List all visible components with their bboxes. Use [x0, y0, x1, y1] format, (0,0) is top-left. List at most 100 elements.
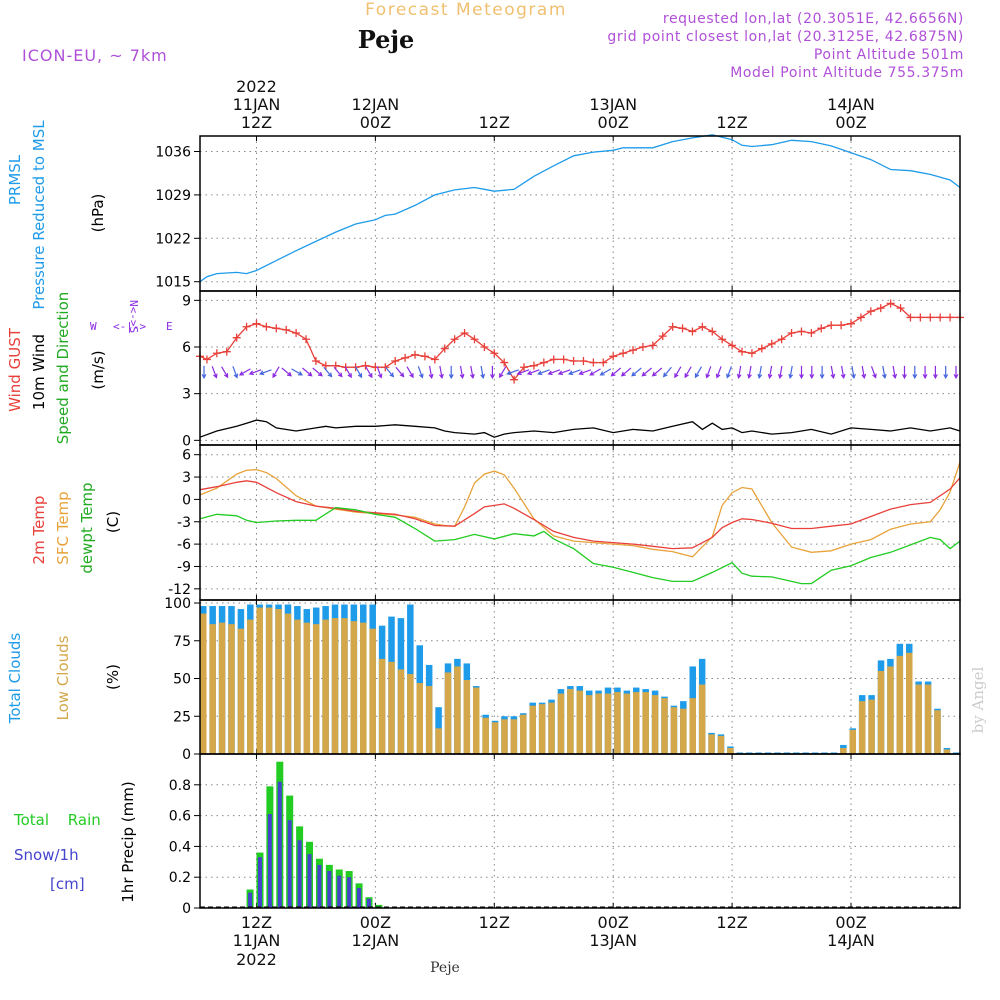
snow-bar	[327, 871, 332, 908]
y-tick-label: 0.4	[169, 839, 191, 855]
wind-direction-arrow	[376, 366, 383, 379]
low-cloud-bar	[200, 613, 207, 754]
bottom-hour-label: 00Z	[598, 913, 629, 932]
low-cloud-bar	[312, 624, 320, 754]
top-year-label: 2022	[236, 77, 277, 96]
wind-direction-arrow	[211, 366, 218, 379]
low-cloud-bar	[407, 673, 414, 754]
low-cloud-bar	[633, 692, 640, 754]
place-title: Peje	[358, 25, 415, 54]
low-cloud-bar	[661, 698, 668, 754]
y-tick-label: 6	[182, 340, 191, 356]
gust-marker	[242, 322, 251, 331]
y-tick-label: 0	[182, 492, 191, 508]
wind-direction-arrow	[953, 365, 959, 380]
wind-direction-arrow	[610, 367, 622, 377]
low-cloud-bar	[209, 624, 216, 754]
model-altitude: Model Point Altitude 755.375m	[730, 65, 964, 81]
gust-marker	[282, 325, 291, 334]
total-cloud-bar	[793, 752, 800, 754]
wind-direction-arrow	[578, 369, 592, 376]
y-tick-label: 0	[182, 747, 191, 763]
wind-direction-arrow	[757, 365, 763, 380]
gust-marker	[856, 313, 865, 322]
wind-direction-arrow	[799, 365, 804, 380]
y-tick-label: 75	[173, 634, 191, 650]
panel-frame-4	[199, 753, 961, 909]
low-cloud-bar	[717, 735, 725, 754]
low-cloud-bar	[915, 684, 922, 754]
gust-marker	[331, 361, 340, 370]
bottom-hour-label: 00Z	[835, 913, 866, 932]
gust-marker	[321, 361, 330, 370]
gust-marker	[728, 341, 737, 350]
low-cloud-bar	[360, 622, 367, 754]
wind-direction-arrow	[489, 365, 495, 380]
gust-marker	[450, 335, 459, 344]
y-tick-label: 3	[182, 387, 191, 403]
wind-direction-arrow	[395, 366, 405, 378]
y-tick-label: -3	[177, 515, 191, 531]
wind-direction-arrow	[344, 366, 352, 379]
wind-direction-arrow	[747, 365, 752, 380]
cloud-unit-label: (%)	[104, 664, 122, 690]
gust-marker	[807, 329, 816, 337]
y-tick-label: 100	[164, 596, 191, 612]
wind-direction-arrow	[788, 365, 794, 380]
bottom-date-label: 14JAN	[827, 931, 875, 950]
low-cloud-bar	[698, 684, 706, 754]
low-cloud-bar	[388, 661, 395, 754]
y-tick-label: 1036	[155, 145, 191, 161]
gust-marker	[401, 353, 410, 362]
wind-direction-arrow	[238, 368, 251, 376]
top-hour-label: 00Z	[598, 113, 629, 132]
gust-marker	[619, 349, 628, 358]
gust-marker	[787, 329, 796, 337]
wind-speed-line	[199, 419, 961, 438]
gust-marker	[896, 304, 905, 313]
low-cloud-bar	[858, 701, 866, 754]
wind-direction-arrow	[248, 369, 262, 376]
dewpt-label: dewpt Temp	[78, 482, 96, 573]
gust-marker	[936, 313, 945, 322]
gust-marker	[718, 335, 727, 344]
gust-marker	[579, 357, 588, 365]
y-tick-label: 6	[182, 448, 191, 464]
bottom-hour-label: 00Z	[360, 913, 391, 932]
wind-direction-arrow	[526, 369, 540, 376]
gust-marker	[738, 347, 747, 356]
total-cloud-bar	[764, 752, 772, 754]
panel-1: 0 3 6 9	[182, 291, 964, 449]
y-tick-label: 0	[182, 433, 191, 449]
bottom-date-label: 12JAN	[352, 931, 400, 950]
gust-marker	[539, 358, 548, 367]
low-cloud-bar	[350, 621, 358, 754]
gust-marker	[361, 361, 370, 370]
gust-marker	[797, 327, 806, 336]
low-cloud-bar	[896, 655, 904, 754]
gust-marker	[698, 322, 707, 331]
compass-arrows-icon: <-|->	[113, 320, 146, 333]
gust-marker	[460, 329, 469, 337]
top-hour-label: 12Z	[241, 113, 272, 132]
wind-direction-arrow	[631, 367, 642, 377]
gust-marker	[708, 327, 717, 336]
low-cloud-bar	[322, 619, 329, 754]
gust-marker	[391, 357, 400, 365]
low-cloud-bar	[604, 693, 612, 754]
low-cloud-bar	[378, 658, 386, 754]
gust-marker	[599, 358, 608, 367]
gust-line	[199, 302, 960, 381]
bottom-hour-label: 12Z	[241, 913, 272, 932]
low-cloud-bar	[529, 705, 536, 754]
panel-0: 1015 1022 1029 1036	[155, 134, 961, 291]
total-clouds-label: Total Clouds	[6, 633, 24, 725]
panel-frame-0	[199, 135, 961, 292]
low-cloud-bar	[670, 707, 678, 754]
gust-marker	[688, 327, 697, 336]
wind-direction-arrow	[302, 367, 313, 377]
wind-direction-arrow	[892, 365, 898, 380]
bottom-date-label: 11JAN	[233, 931, 281, 950]
low-cloud-bar	[849, 729, 857, 754]
